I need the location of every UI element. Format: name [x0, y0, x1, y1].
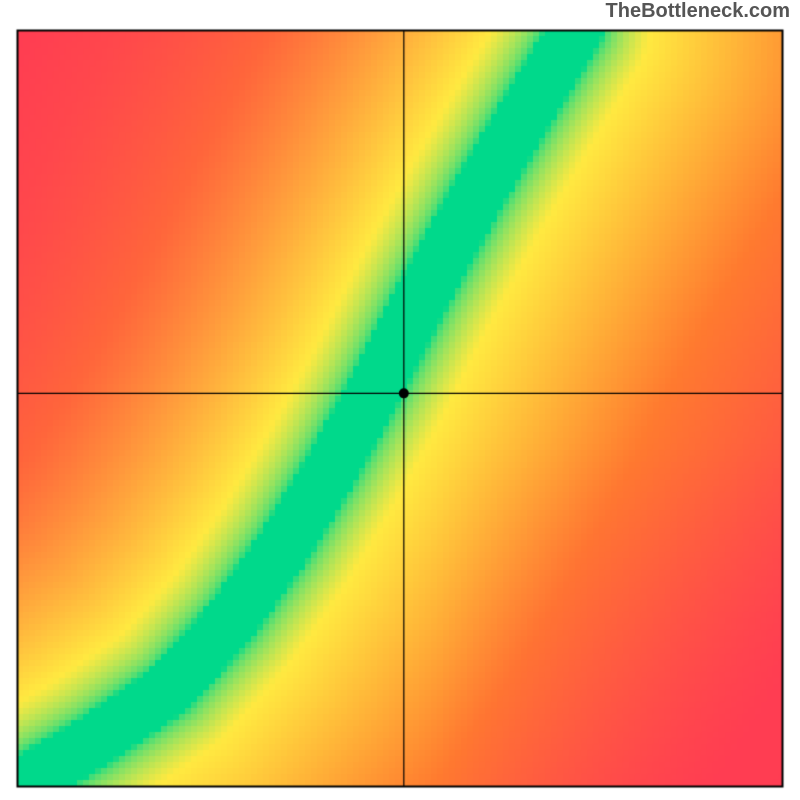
- attribution-label: TheBottleneck.com: [606, 0, 790, 23]
- chart-container: TheBottleneck.com: [0, 0, 800, 800]
- heatmap-canvas: [0, 0, 800, 800]
